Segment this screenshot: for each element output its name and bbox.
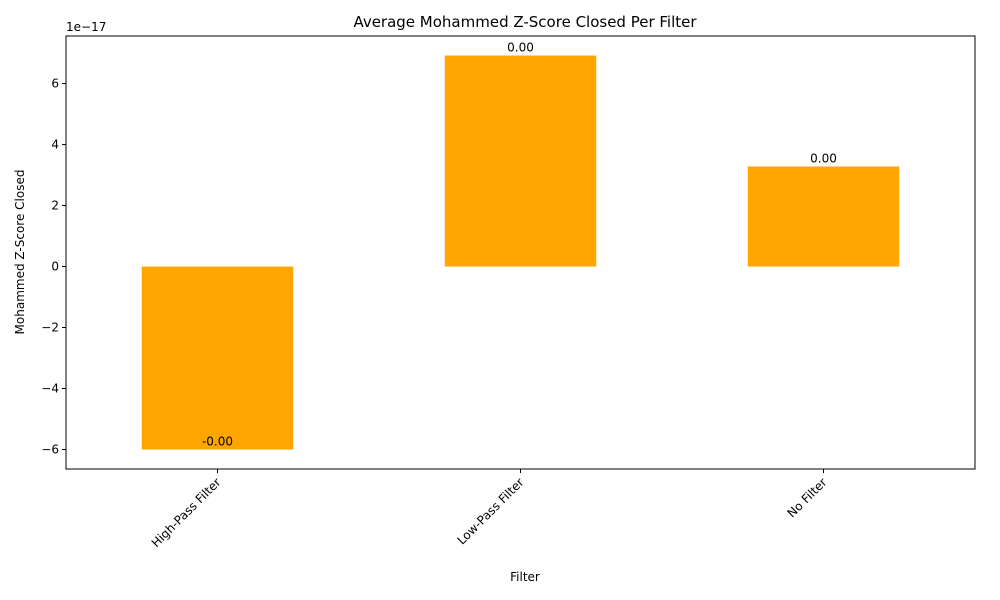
bar-value-label: 0.00	[507, 41, 534, 55]
y-axis-ticks: −6 −4 −2 0 2 4 6	[41, 77, 66, 456]
plot-frame	[65, 35, 976, 470]
x-tick-label: High-Pass Filter	[149, 475, 224, 550]
bar-value-labels: -0.00 0.00 0.00	[202, 41, 837, 449]
bar	[444, 55, 597, 267]
x-axis-ticks: High-Pass Filter Low-Pass Filter No Filter	[149, 469, 830, 550]
y-tick-label: −2	[41, 321, 59, 335]
y-tick-label: 2	[51, 199, 59, 213]
y-tick-label: −4	[41, 381, 59, 395]
y-tick-label: 0	[51, 260, 59, 274]
bar-value-label: -0.00	[202, 434, 233, 448]
y-tick-label: −6	[41, 442, 59, 456]
x-tick-label: No Filter	[784, 475, 829, 520]
bar	[141, 266, 294, 450]
x-axis-label: Filter	[510, 570, 540, 584]
x-tick-label: Low-Pass Filter	[454, 475, 526, 547]
y-tick-label: 6	[51, 77, 59, 91]
chart-title: Average Mohammed Z-Score Closed Per Filt…	[353, 13, 697, 31]
y-axis-label: Mohammed Z-Score Closed	[13, 170, 27, 335]
bars	[141, 55, 900, 450]
bar-value-label: 0.00	[810, 152, 837, 166]
bar	[747, 166, 900, 267]
y-axis-offset-label: 1e−17	[66, 20, 106, 34]
y-tick-label: 4	[51, 138, 59, 152]
